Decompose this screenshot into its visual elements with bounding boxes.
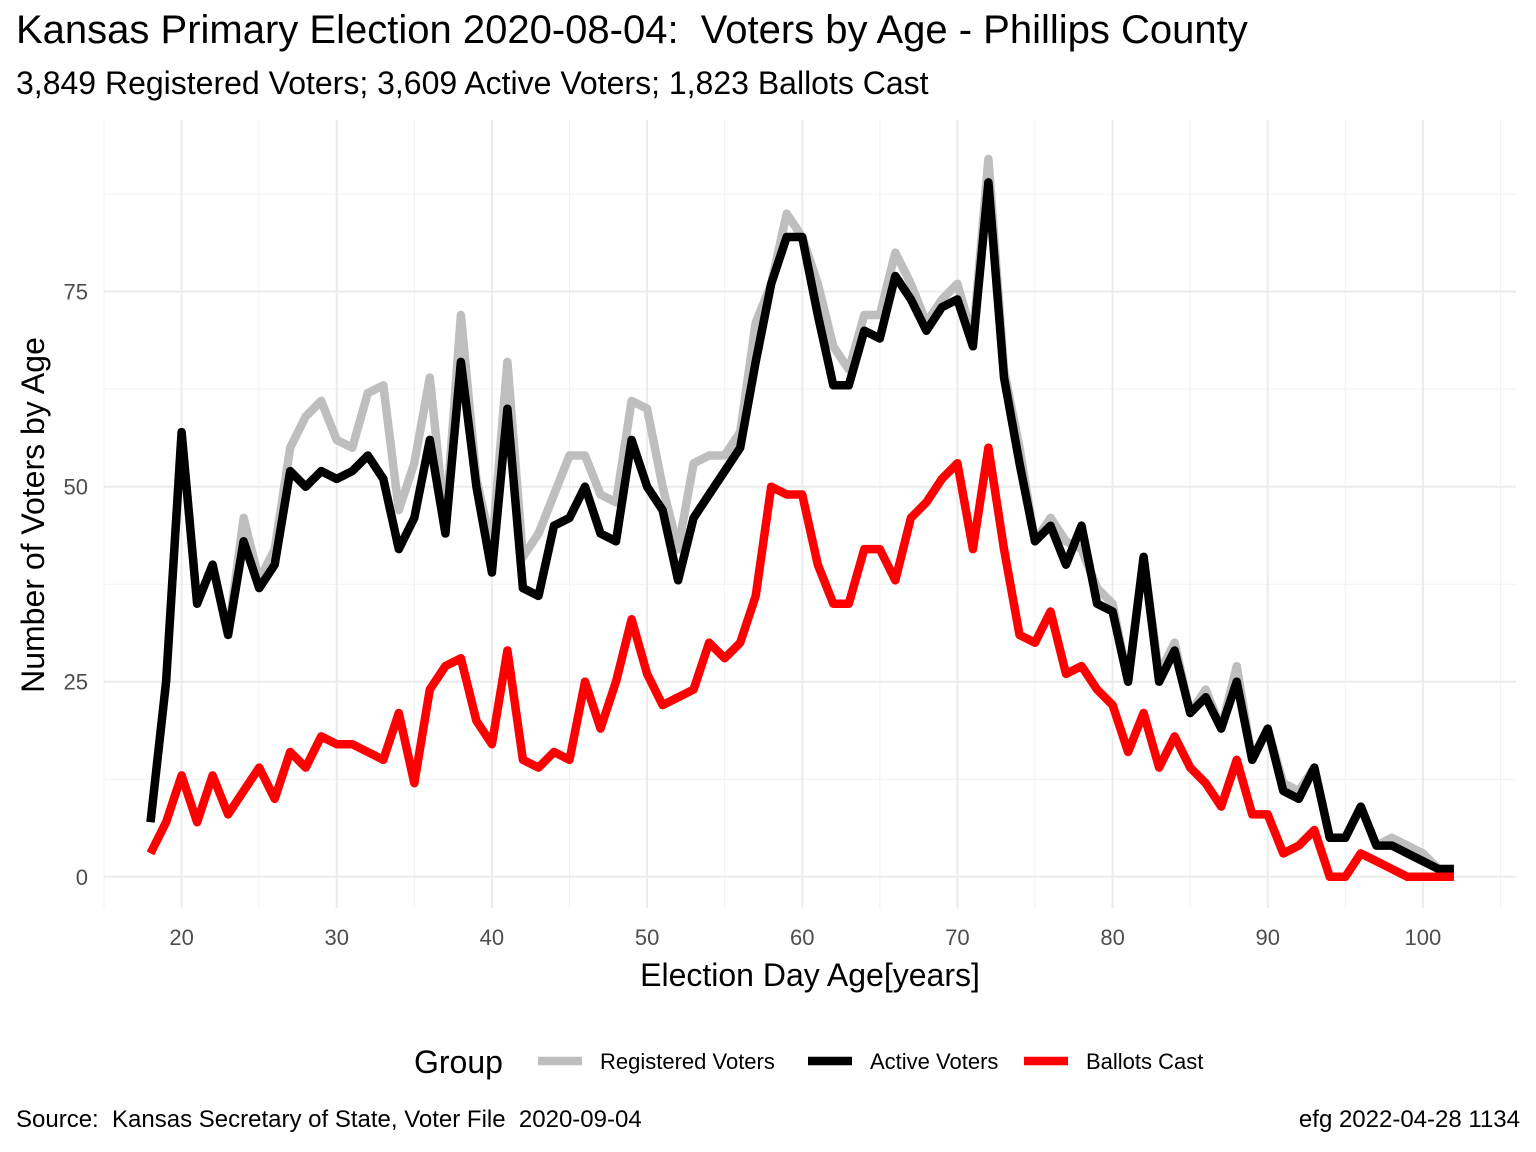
legend-items: Registered Voters Active Voters Ballots Ca…: [538, 1049, 1203, 1074]
line-chart: 20 30 40 50 60 70 80 90 100 0 25 50 75 Election Day…: [15, 120, 1516, 1080]
chart-title: Kansas Primary Election 2020-08-04: Vote…: [16, 8, 1248, 52]
x-tick-label: 30: [325, 925, 349, 950]
legend-item-ballots-cast: Ballots Cast: [1024, 1049, 1203, 1074]
author-caption: efg 2022-04-28 1134: [1298, 1106, 1520, 1133]
y-axis-ticks: 0 25 50 75: [64, 280, 88, 890]
x-tick-label: 90: [1255, 925, 1279, 950]
legend: Group Registered Voters Active Voters Ball…: [414, 1044, 1203, 1080]
source-caption: Source: Kansas Secretary of State, Voter…: [16, 1106, 642, 1133]
x-tick-label: 20: [169, 925, 193, 950]
chart-subtitle: 3,849 Registered Voters; 3,609 Active Vo…: [16, 65, 929, 101]
series-line-active-voters: [146, 178, 1454, 874]
x-tick-label: 50: [635, 925, 659, 950]
legend-title: Group: [414, 1044, 503, 1080]
x-tick-label: 80: [1100, 925, 1124, 950]
x-tick-label: 40: [480, 925, 504, 950]
x-axis-title: Election Day Age[years]: [640, 957, 980, 993]
x-tick-label: 60: [790, 925, 814, 950]
minor-gridlines: [103, 120, 1516, 908]
legend-label-active-voters: Active Voters: [870, 1049, 998, 1074]
legend-label-ballots-cast: Ballots Cast: [1086, 1049, 1203, 1074]
y-tick-label: 75: [64, 280, 88, 305]
legend-label-registered-voters: Registered Voters: [600, 1049, 775, 1074]
legend-item-registered-voters: Registered Voters: [538, 1049, 775, 1074]
x-axis-ticks: 20 30 40 50 60 70 80 90 100: [169, 925, 1441, 950]
x-tick-label: 70: [945, 925, 969, 950]
y-tick-label: 0: [76, 865, 88, 890]
x-tick-label: 100: [1405, 925, 1442, 950]
series-lines: [146, 154, 1454, 882]
y-tick-label: 50: [64, 475, 88, 500]
y-axis-title: Number of Voters by Age: [15, 337, 51, 693]
legend-item-active-voters: Active Voters: [808, 1049, 998, 1074]
series-line-ballots-cast: [146, 443, 1454, 882]
y-tick-label: 25: [64, 670, 88, 695]
